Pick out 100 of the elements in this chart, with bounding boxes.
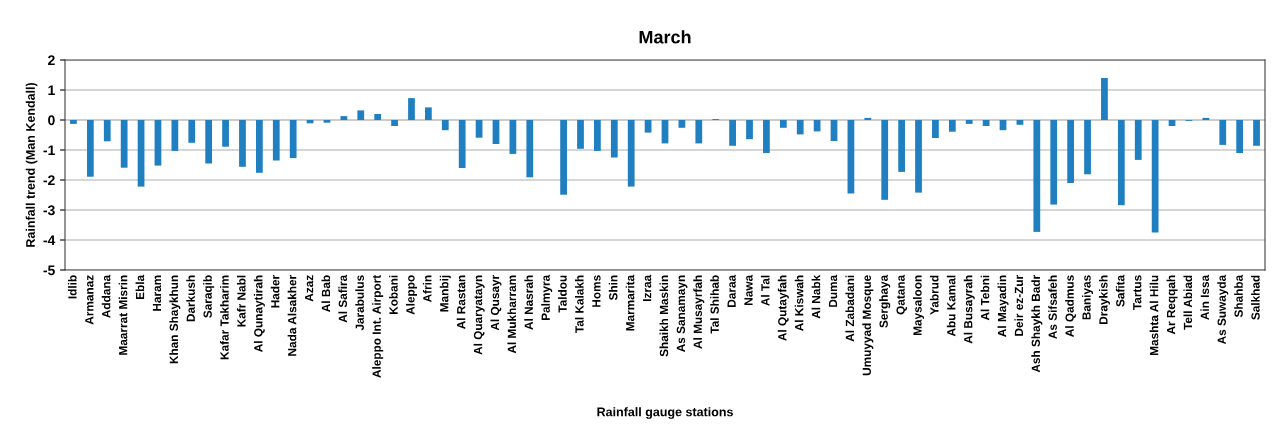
x-tick-label: Al Mukharram bbox=[507, 275, 517, 354]
bar bbox=[188, 120, 196, 143]
x-tick-label: As Suwayda bbox=[1217, 274, 1229, 345]
bar bbox=[932, 120, 939, 138]
x-tick-label: Tal Kalakh bbox=[574, 275, 584, 333]
y-tick-label: 1 bbox=[48, 85, 55, 96]
bar bbox=[272, 120, 280, 161]
bar bbox=[1084, 120, 1091, 175]
bar bbox=[610, 120, 618, 158]
x-tick-label: Maysaloon bbox=[913, 275, 925, 336]
bar bbox=[796, 120, 804, 135]
y-tick-label: -5 bbox=[43, 265, 55, 276]
x-tick-label: Ash Shaykh Badr bbox=[1031, 275, 1043, 373]
x-tick-label: Hader bbox=[270, 275, 280, 308]
bar bbox=[1151, 120, 1159, 233]
x-tick-label: Al Tebni bbox=[980, 275, 990, 321]
bar bbox=[982, 120, 990, 126]
x-tick-label: Al Quaryatayn bbox=[473, 275, 485, 355]
x-tick-label: Serghaya bbox=[879, 274, 891, 328]
bar bbox=[70, 120, 77, 124]
x-tick-label: Ebla bbox=[135, 274, 145, 299]
x-tick-label: Izraa bbox=[643, 274, 652, 301]
bar bbox=[205, 120, 213, 164]
bar bbox=[695, 120, 703, 144]
x-tick-label: Kafar Takharim bbox=[220, 275, 229, 360]
x-tick-label: Deir ez-Zur bbox=[1014, 275, 1024, 336]
bar bbox=[1067, 120, 1075, 183]
x-tick-label: Al Qutayfah bbox=[777, 275, 789, 341]
bar bbox=[1050, 120, 1058, 205]
x-tick-label: Al Kiswah bbox=[794, 275, 804, 331]
bar bbox=[763, 120, 770, 153]
bar bbox=[1033, 120, 1041, 232]
bar bbox=[1253, 120, 1260, 146]
x-tick-label: As Sanamayn bbox=[676, 275, 688, 352]
x-tick-label: Azaz bbox=[305, 275, 314, 302]
bar bbox=[1117, 120, 1125, 206]
bar bbox=[560, 120, 567, 195]
x-tick-label: Ain Issa bbox=[1200, 274, 1210, 320]
bar bbox=[779, 120, 787, 128]
bar bbox=[526, 120, 534, 178]
x-tick-label: Darkush bbox=[186, 275, 195, 322]
x-tick-label: Al Rastan bbox=[456, 275, 466, 330]
y-tick-label: -4 bbox=[43, 235, 56, 246]
bar bbox=[154, 120, 162, 166]
bar bbox=[1134, 120, 1142, 160]
x-tick-label: Manbij bbox=[439, 275, 451, 312]
bar bbox=[915, 120, 922, 193]
x-tick-label: Daraa bbox=[727, 274, 736, 307]
bar bbox=[357, 110, 365, 120]
bar bbox=[729, 120, 736, 146]
bar bbox=[255, 120, 263, 173]
x-tick-label: Maarrat Misrin bbox=[118, 275, 128, 355]
x-tick-label: Kafr Nabl bbox=[236, 275, 246, 327]
bar bbox=[408, 98, 415, 120]
bar bbox=[1202, 117, 1210, 120]
x-tick-label: Kobani bbox=[389, 275, 398, 315]
x-tick-label: Afrin bbox=[422, 275, 432, 303]
x-tick-label: Shin bbox=[608, 275, 618, 301]
x-tick-label: Umuyyad Mosque bbox=[862, 275, 874, 376]
bar bbox=[222, 120, 229, 147]
chart-title: March bbox=[639, 30, 691, 44]
bar bbox=[171, 120, 179, 151]
bar bbox=[239, 120, 246, 167]
x-tick-label: Al Mayadin bbox=[997, 275, 1009, 337]
bar bbox=[898, 120, 905, 172]
bar bbox=[458, 120, 466, 168]
x-tick-label: Al Bab bbox=[321, 275, 331, 312]
bar bbox=[1101, 78, 1108, 120]
bar bbox=[1236, 120, 1244, 153]
x-tick-label: Aleppo Int. Airport bbox=[372, 275, 384, 378]
bar bbox=[391, 120, 398, 126]
x-tick-label: Salkhad bbox=[1251, 275, 1260, 320]
x-tick-label: Haram bbox=[152, 275, 162, 311]
bar bbox=[965, 120, 973, 124]
bar bbox=[103, 120, 111, 142]
x-tick-label: Aleppo bbox=[405, 275, 417, 315]
bar bbox=[425, 107, 432, 120]
x-tick-label: Al Qusayr bbox=[490, 275, 502, 331]
x-axis-title: Rainfall gauge stations bbox=[597, 407, 733, 419]
x-tick-label: Idlib bbox=[67, 275, 77, 299]
x-tick-label: Armanaz bbox=[85, 275, 94, 325]
x-tick-label: Draykish bbox=[1098, 275, 1110, 324]
x-tick-label: Shahba bbox=[1234, 274, 1243, 318]
x-tick-label: Al Zabadani bbox=[845, 275, 855, 342]
x-tick-label: Al Safira bbox=[338, 274, 348, 323]
x-tick-label: As Sifsafeh bbox=[1048, 275, 1057, 339]
bar bbox=[1016, 120, 1024, 125]
y-tick-label: -2 bbox=[43, 175, 55, 186]
bar bbox=[881, 120, 889, 200]
bar bbox=[678, 120, 686, 128]
x-tick-label: Al Nasrah bbox=[524, 275, 533, 330]
bar bbox=[289, 120, 297, 159]
x-tick-label: Safita bbox=[1115, 274, 1125, 307]
bar bbox=[120, 120, 128, 168]
x-tick-label: Taldou bbox=[558, 275, 567, 313]
x-tick-label: Homs bbox=[592, 275, 601, 307]
x-tick-label: Saraqib bbox=[203, 275, 215, 318]
x-tick-label: Qatana bbox=[896, 274, 907, 315]
bar bbox=[948, 120, 956, 132]
bar bbox=[323, 120, 331, 123]
